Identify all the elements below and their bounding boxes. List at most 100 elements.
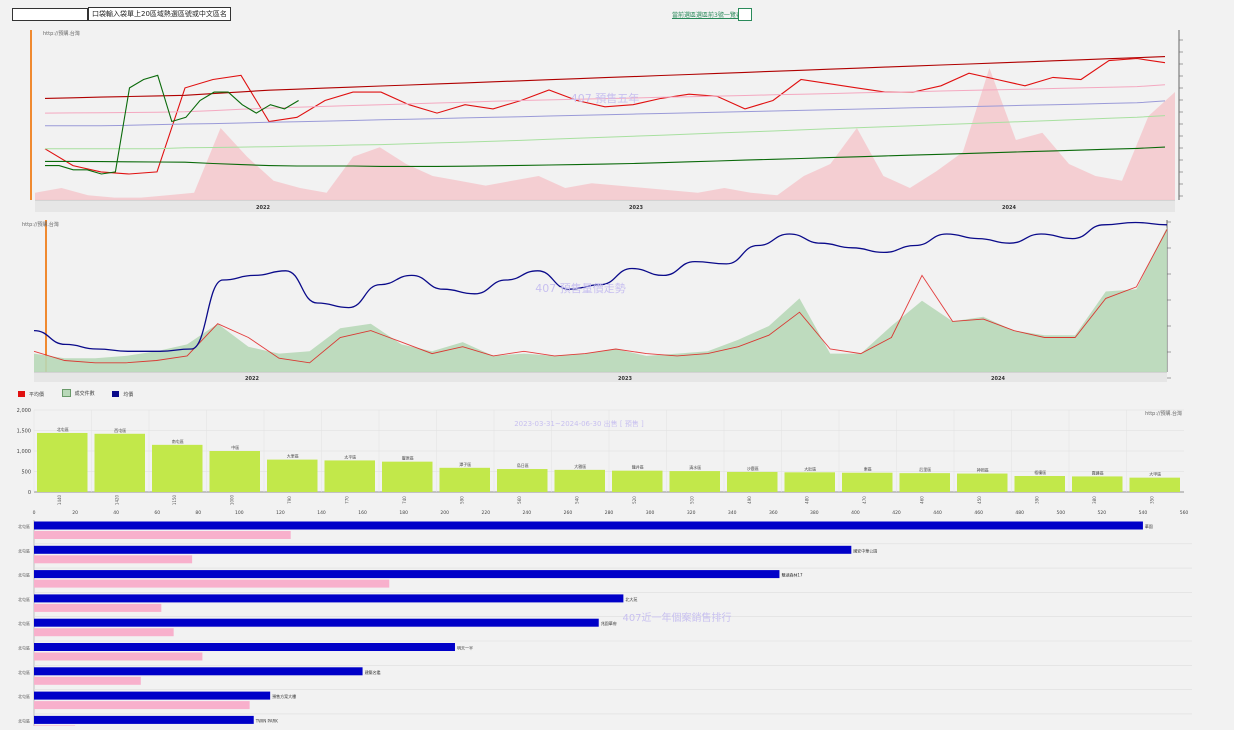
district-bar xyxy=(784,472,835,492)
district-bar-label: 龍井區 xyxy=(632,464,644,470)
unit-price-line xyxy=(33,221,1168,352)
x-tick-label: 40 xyxy=(113,510,119,516)
x-tick-label: 520 xyxy=(1098,510,1107,516)
chart-watermark: 407 預售五年 xyxy=(571,91,640,105)
year-tick-label: 2022 xyxy=(256,205,270,211)
district-value-label: 740 xyxy=(402,496,407,504)
row-district-label: 北屯區 xyxy=(18,547,30,553)
row-district-label: 北屯區 xyxy=(18,669,30,675)
x-tick-label: 360 xyxy=(769,510,778,516)
legend-item-unit[interactable]: 均價 xyxy=(112,391,133,398)
row-district-label: 北屯區 xyxy=(18,693,30,699)
x-tick-label: 240 xyxy=(523,510,532,516)
price-trend-panel: 2022 2023 2024 http://預購.台灣 407 預售五年 xyxy=(25,22,1190,212)
region-button[interactable] xyxy=(738,8,752,21)
project-name-label: 預售方案大樓 xyxy=(272,693,296,699)
district-bar xyxy=(1129,477,1180,492)
project-bar-secondary xyxy=(34,555,193,564)
toolbar: 口袋輸入袋單上20區域熱選區號或中文區名 當前選區選區前3號一覽表 xyxy=(0,0,1234,24)
district-bar-label: 大雅區 xyxy=(574,463,586,469)
district-bar-label: 潭子區 xyxy=(459,461,471,467)
district-bar xyxy=(1014,476,1065,492)
project-name-label: 雙湖森林17 xyxy=(781,572,803,578)
price-series-line xyxy=(45,74,299,175)
district-bar-label: 中區 xyxy=(231,444,239,450)
district-value-label: 390 xyxy=(1034,496,1039,504)
district-bar-label: 清水區 xyxy=(689,464,701,470)
district-bar-label: 神岡區 xyxy=(977,467,989,473)
row-district-label: 北屯區 xyxy=(18,596,30,602)
price-series-line xyxy=(45,100,1166,127)
project-bar-primary xyxy=(34,643,455,651)
district-bar xyxy=(94,433,145,492)
district-bar-label: 豐原區 xyxy=(402,455,414,461)
district-value-label: 350 xyxy=(1149,496,1154,504)
project-name-label: TWIN PARK xyxy=(255,718,279,723)
row-district-label: 北屯區 xyxy=(18,523,30,529)
legend-item-avg[interactable]: 平均價 xyxy=(18,391,44,398)
project-bar-primary xyxy=(34,618,599,627)
project-name-label: 明天一半 xyxy=(457,645,473,651)
source-label: http://預購.台灣 xyxy=(43,30,80,37)
district-bar xyxy=(727,471,778,492)
project-bar-primary xyxy=(34,594,624,603)
district-bar xyxy=(842,472,893,492)
y-tick-label: 0 xyxy=(28,490,31,496)
price-series-line xyxy=(45,146,1166,167)
district-value-label: 560 xyxy=(517,496,522,504)
x-tick-label: 20 xyxy=(72,510,78,516)
year-tick-label: 2024 xyxy=(1002,205,1016,211)
district-value-label: 790 xyxy=(287,496,292,504)
search-hint: 口袋輸入袋單上20區域熱選區號或中文區名 xyxy=(88,7,231,21)
district-bar xyxy=(669,471,720,492)
legend-item-count[interactable]: 成交件數 xyxy=(61,389,95,397)
x-tick-label: 60 xyxy=(154,510,160,516)
chart-watermark: 407 預售量價走勢 xyxy=(535,281,626,295)
chart-watermark: 2023-03-31~2024-06-30 出售 [ 預售 ] xyxy=(514,419,644,428)
district-bar-label: 西屯區 xyxy=(114,427,126,433)
district-value-label: 490 xyxy=(747,496,752,504)
project-bar-secondary xyxy=(34,676,141,685)
district-bar xyxy=(554,469,605,492)
district-bar xyxy=(439,467,490,492)
avg-price-line xyxy=(33,229,1168,364)
x-tick-label: 220 xyxy=(481,510,490,516)
row-district-label: 北屯區 xyxy=(18,620,30,626)
region-link[interactable]: 當前選區選區前3號一覽表 xyxy=(672,12,742,19)
x-tick-label: 200 xyxy=(440,510,449,516)
project-bar-secondary xyxy=(34,603,162,612)
project-ranking-panel: 0 20 40 60 80 100 120 140 160 180 200 220 240 260 280 3… xyxy=(12,506,1222,730)
district-bar-label: 梧棲區 xyxy=(1034,469,1046,475)
y-tick-label: 500 xyxy=(21,470,31,476)
district-value-label: 1440 xyxy=(57,494,62,505)
search-input[interactable] xyxy=(12,8,88,21)
project-bar-secondary xyxy=(34,531,291,539)
x-tick-label: 380 xyxy=(810,510,819,516)
district-bar xyxy=(1072,476,1123,492)
district-bar xyxy=(152,444,203,492)
row-district-label: 北屯區 xyxy=(18,645,30,651)
price-series-line xyxy=(44,84,1166,114)
district-bar xyxy=(612,470,663,492)
district-value-label: 770 xyxy=(344,496,349,504)
x-tick-label: 280 xyxy=(605,510,614,516)
district-value-label: 590 xyxy=(459,496,464,504)
x-tick-label: 440 xyxy=(933,510,942,516)
price-trend-chart: 2022 2023 2024 http://預購.台灣 407 預售五年 xyxy=(30,30,1183,212)
district-bar-label: 烏日區 xyxy=(517,462,529,468)
x-tick-label: 400 xyxy=(851,510,860,516)
district-bar xyxy=(37,432,88,492)
chart-watermark: 407近一年個案銷售排行 xyxy=(622,611,731,624)
row-district-label: 北屯區 xyxy=(18,717,30,723)
project-bar-primary xyxy=(34,667,363,676)
x-tick-label: 320 xyxy=(687,510,696,516)
district-value-label: 480 xyxy=(804,496,809,504)
district-bar xyxy=(267,459,318,492)
x-tick-label: 560 xyxy=(1180,510,1189,516)
project-bar-primary xyxy=(34,691,271,700)
x-tick-label: 100 xyxy=(235,510,244,516)
district-value-label: 1150 xyxy=(172,494,177,505)
x-tick-label: 420 xyxy=(892,510,901,516)
y-tick-label: 1,000 xyxy=(17,449,31,455)
district-value-label: 450 xyxy=(977,496,982,504)
